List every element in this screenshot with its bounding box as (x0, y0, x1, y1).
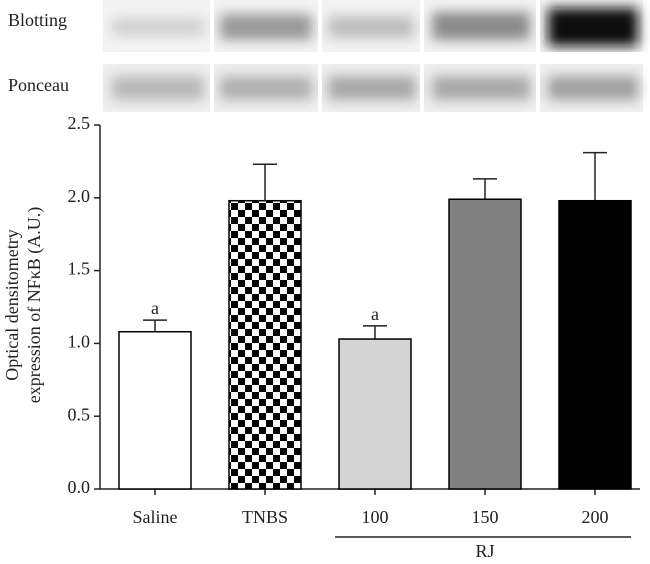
x-tick-label: 100 (362, 507, 389, 527)
y-tick-label: 1.5 (68, 259, 91, 279)
bar (448, 198, 522, 490)
bar-annotation: a (151, 298, 159, 318)
bar (338, 338, 412, 490)
blot-row-label: Ponceau (8, 75, 69, 95)
bar (118, 331, 192, 490)
blot-row-label: Blotting (8, 10, 67, 30)
bar (228, 199, 302, 490)
x-tick-label: 150 (472, 507, 499, 527)
y-tick-label: 2.0 (68, 186, 91, 206)
group-label: RJ (475, 541, 494, 561)
x-tick-label: TNBS (242, 507, 288, 527)
x-tick-label: 200 (582, 507, 609, 527)
bar-annotation: a (371, 304, 379, 324)
y-tick-label: 1.0 (68, 332, 91, 352)
y-axis-label: expression of NFκB (A.U.) (24, 207, 45, 404)
x-tick-label: Saline (133, 507, 178, 527)
bar (558, 199, 632, 490)
blot-images (103, 0, 643, 112)
y-tick-label: 0.5 (68, 404, 91, 424)
y-axis-label: Optical densitometry (2, 229, 22, 380)
y-tick-label: 2.5 (68, 113, 91, 133)
y-tick-label: 0.0 (68, 477, 91, 497)
